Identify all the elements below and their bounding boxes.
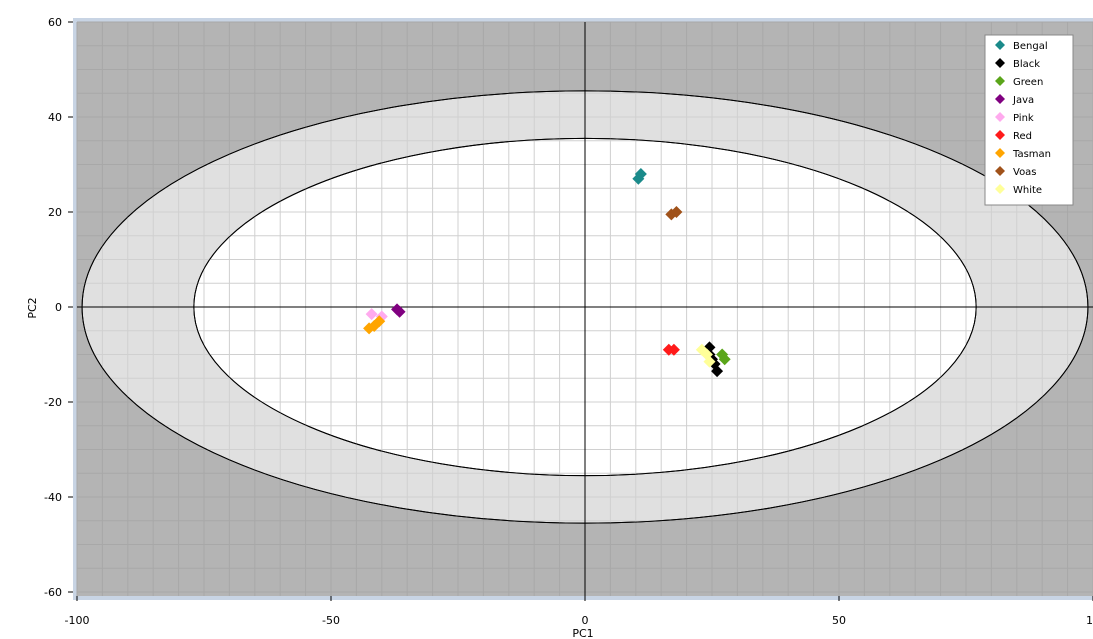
zero-axis-lines (77, 22, 1093, 596)
legend-label-tasman: Tasman (1012, 149, 1051, 160)
x-axis-ticks: -100 -50 0 50 10 (65, 596, 1093, 627)
legend-marker-voas (995, 166, 1005, 176)
y-tick-label: 20 (48, 206, 62, 219)
point-tasman (373, 315, 386, 328)
point-green (718, 353, 731, 366)
legend-marker-tasman (995, 148, 1005, 158)
x-tick-label: 10 (1086, 614, 1093, 627)
legend-marker-white (995, 184, 1005, 194)
x-axis-title: PC1 (572, 627, 593, 639)
legend-marker-java (995, 94, 1005, 104)
point-white (703, 355, 716, 368)
point-java (393, 305, 406, 318)
legend-marker-red (995, 130, 1005, 140)
legend: Bengal Black Green Java Pink Red Tasman Voas Whi… (984, 34, 1074, 206)
legend-label-red: Red (1013, 131, 1032, 142)
point-black (711, 365, 724, 378)
legend-marker-black (995, 58, 1005, 68)
y-axis-ticks: 60 40 20 0 -20 -40 -60 (44, 16, 73, 599)
y-tick-label: -20 (44, 396, 62, 409)
y-tick-label: -60 (44, 586, 62, 599)
legend-label-voas: Voas (1013, 167, 1037, 178)
legend-label-green: Green (1013, 77, 1043, 88)
point-bengal (634, 168, 647, 180)
y-tick-label: 40 (48, 111, 62, 124)
legend-marker-bengal (995, 40, 1005, 50)
legend-label-bengal: Bengal (1013, 41, 1048, 52)
legend-marker-pink (995, 112, 1005, 122)
y-tick-label: 0 (55, 301, 62, 314)
x-tick-label: -100 (65, 614, 90, 627)
point-red (667, 343, 680, 356)
legend-label-white: White (1013, 185, 1042, 196)
legend-label-java: Java (1012, 95, 1034, 106)
legend-marker-green (995, 76, 1005, 86)
legend-label-black: Black (1013, 59, 1040, 70)
data-points (363, 168, 731, 378)
point-voas (670, 206, 683, 218)
point-pink (365, 308, 378, 321)
y-tick-label: 60 (48, 16, 62, 29)
y-axis-title: PC2 (26, 297, 39, 318)
x-tick-label: -50 (322, 614, 340, 627)
x-tick-label: 50 (832, 614, 846, 627)
x-tick-label: 0 (582, 614, 589, 627)
legend-label-pink: Pink (1013, 113, 1034, 124)
y-tick-label: -40 (44, 491, 62, 504)
